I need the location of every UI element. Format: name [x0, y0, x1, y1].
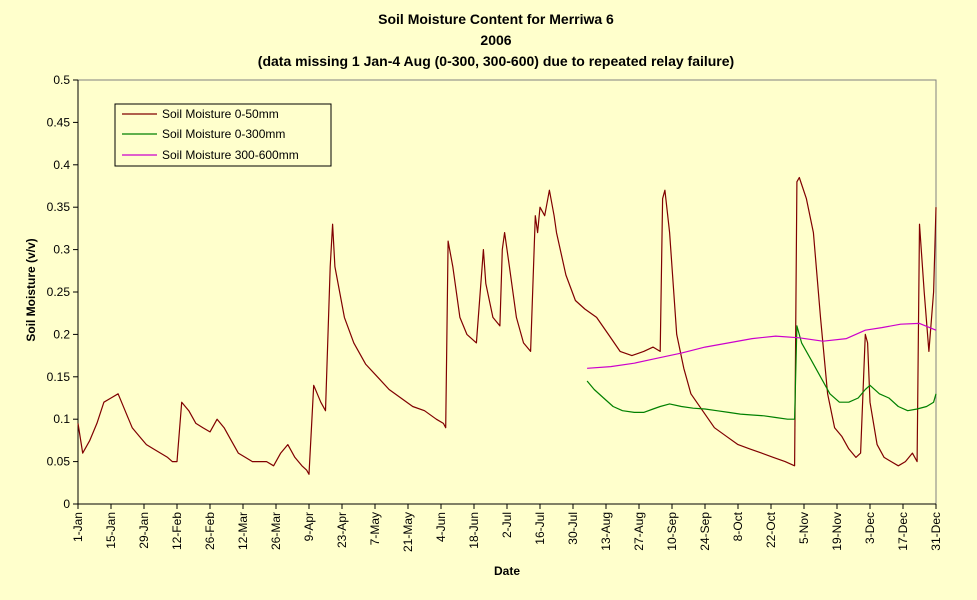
- x-tick-label: 31-Dec: [929, 512, 943, 551]
- chart-title-line-3: (data missing 1 Jan-4 Aug (0-300, 300-60…: [258, 53, 734, 69]
- y-tick-label: 0.05: [47, 455, 71, 469]
- x-axis-label: Date: [494, 564, 520, 578]
- x-tick-label: 27-Aug: [632, 512, 646, 551]
- x-tick-label: 21-May: [401, 512, 415, 552]
- legend-label-300-600mm: Soil Moisture 300-600mm: [162, 148, 299, 162]
- y-axis: 0 0.05 0.1 0.15 0.2 0.25 0.3 0.35 0.4 0.45 0.5: [47, 73, 79, 511]
- series-line-0-50mm: [77, 176, 937, 475]
- y-axis-label: Soil Moisture (v/v): [24, 238, 38, 341]
- x-tick-label: 18-Jun: [467, 512, 481, 549]
- y-tick-label: 0.15: [47, 370, 71, 384]
- x-tick-label: 12-Mar: [236, 512, 250, 550]
- x-tick-label: 26-Feb: [203, 512, 217, 550]
- legend-label-0-50mm: Soil Moisture 0-50mm: [162, 107, 279, 121]
- legend-label-0-300mm: Soil Moisture 0-300mm: [162, 127, 285, 141]
- y-tick-label: 0.4: [53, 158, 70, 172]
- y-tick-label: 0.45: [47, 115, 71, 129]
- x-tick-label: 16-Jul: [533, 512, 547, 545]
- x-tick-label: 10-Sep: [665, 512, 679, 551]
- x-axis: 1-Jan 15-Jan 29-Jan 12-Feb 26-Feb 12-Mar 26-Ma…: [71, 503, 943, 552]
- x-tick-label: 22-Oct: [764, 511, 778, 548]
- x-tick-label: 24-Sep: [698, 512, 712, 551]
- x-tick-label: 15-Jan: [104, 512, 118, 549]
- x-tick-label: 17-Dec: [896, 512, 910, 551]
- y-tick-label: 0.5: [53, 73, 70, 87]
- legend-box: [114, 103, 332, 167]
- x-tick-label: 13-Aug: [599, 512, 613, 551]
- x-tick-label: 8-Oct: [731, 511, 745, 541]
- y-tick-label: 0.2: [53, 327, 70, 341]
- x-tick-label: 1-Jan: [71, 512, 85, 542]
- series-line-300-600mm: [587, 322, 937, 369]
- x-tick-label: 5-Nov: [797, 512, 811, 544]
- y-tick-label: 0.35: [47, 200, 71, 214]
- y-tick-label: 0: [63, 497, 70, 511]
- y-tick-label: 0.25: [47, 285, 71, 299]
- x-tick-label: 19-Nov: [830, 512, 844, 551]
- x-tick-label: 4-Jun: [434, 512, 448, 542]
- x-tick-label: 12-Feb: [170, 512, 184, 550]
- series-lines: [77, 176, 937, 475]
- x-tick-label: 9-Apr: [302, 512, 316, 541]
- series-line-0-300mm: [586, 325, 937, 420]
- chart-title-line-2: 2006: [480, 32, 511, 48]
- x-tick-label: 29-Jan: [137, 512, 151, 549]
- y-tick-label: 0.1: [53, 412, 70, 426]
- x-tick-label: 26-Mar: [269, 512, 283, 550]
- x-tick-label: 3-Dec: [863, 512, 877, 544]
- x-tick-label: 30-Jul: [566, 512, 580, 545]
- legend: Soil Moisture 0-50mm Soil Moisture 0-300…: [114, 103, 332, 167]
- y-tick-label: 0.3: [53, 243, 70, 257]
- chart-title-line-1: Soil Moisture Content for Merriwa 6: [378, 11, 614, 27]
- x-tick-label: 23-Apr: [335, 512, 349, 548]
- x-tick-label: 7-May: [368, 512, 382, 545]
- x-tick-label: 2-Jul: [500, 512, 514, 538]
